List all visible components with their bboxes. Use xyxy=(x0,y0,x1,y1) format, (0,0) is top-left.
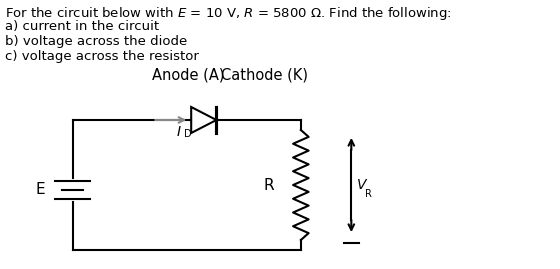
Text: I: I xyxy=(176,125,181,139)
Text: E: E xyxy=(36,182,45,197)
Text: Anode (A): Anode (A) xyxy=(152,67,225,82)
Text: R: R xyxy=(263,178,274,193)
Text: D: D xyxy=(184,129,192,139)
Text: For the circuit below with $E$ = 10 V, $R$ = 5800 Ω. Find the following:: For the circuit below with $E$ = 10 V, $… xyxy=(5,5,451,22)
Text: V: V xyxy=(357,178,367,192)
Text: a) current in the circuit: a) current in the circuit xyxy=(5,20,159,33)
Text: Cathode (K): Cathode (K) xyxy=(221,67,308,82)
Text: b) voltage across the diode: b) voltage across the diode xyxy=(5,35,187,48)
Text: c) voltage across the resistor: c) voltage across the resistor xyxy=(5,50,199,63)
Text: R: R xyxy=(365,189,372,199)
